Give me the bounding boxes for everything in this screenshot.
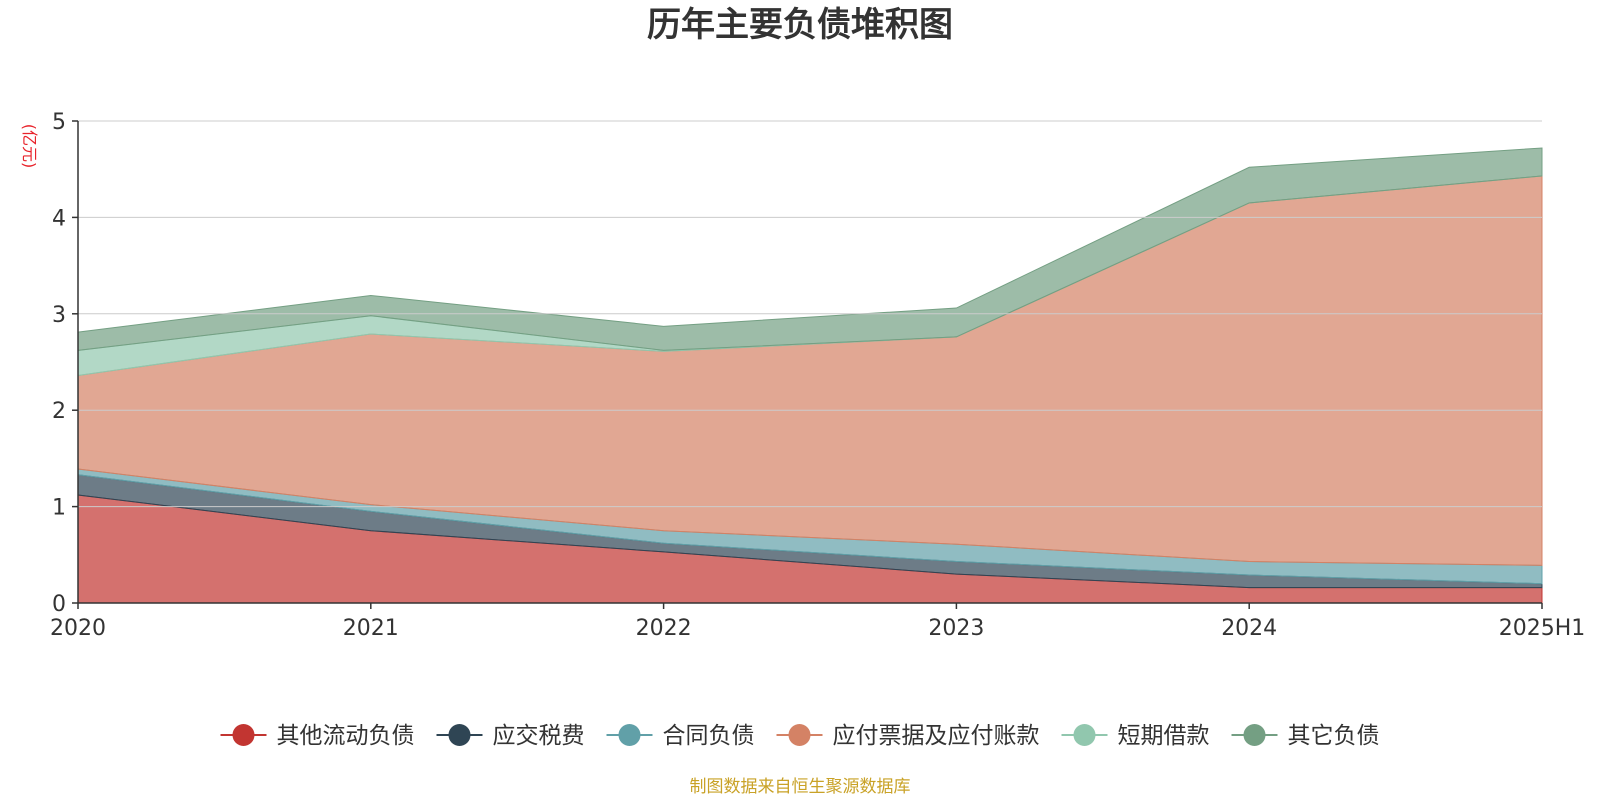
x-tick-label: 2020 xyxy=(50,616,106,641)
legend-label: 应付票据及应付账款 xyxy=(833,723,1040,749)
legend-item-应交税费[interactable]: 应交税费 xyxy=(436,723,585,749)
legend-dot-marker xyxy=(1243,724,1266,746)
legend-item-其它负债[interactable]: 其它负债 xyxy=(1231,723,1380,749)
legend-item-应付票据及应付账款[interactable]: 应付票据及应付账款 xyxy=(776,723,1040,749)
y-tick-labels: 0 1 2 3 4 5 xyxy=(52,110,66,617)
source-note: 制图数据来自恒生聚源数据库 xyxy=(690,777,911,797)
legend-label: 其他流动负债 xyxy=(277,723,415,749)
legend-item-其他流动负债[interactable]: 其他流动负债 xyxy=(220,723,415,749)
y-tick-label: 2 xyxy=(52,399,66,424)
x-tick-label: 2021 xyxy=(343,616,399,641)
legend-item-合同负债[interactable]: 合同负债 xyxy=(606,723,755,749)
y-tick-label: 5 xyxy=(52,110,66,135)
chart-title: 历年主要负债堆积图 xyxy=(647,5,953,45)
legend-label: 短期借款 xyxy=(1118,723,1210,749)
legend-dot-marker xyxy=(232,724,255,746)
legend: 其他流动负债 应交税费 合同负债 应付票据及应付账款 短期借款 其它负债 xyxy=(220,723,1380,749)
legend-dot-marker xyxy=(788,724,811,746)
y-tick-label: 4 xyxy=(52,206,66,231)
y-axis-unit-label: (亿元) xyxy=(20,124,39,169)
legend-label: 其它负债 xyxy=(1288,723,1380,749)
y-tick-label: 3 xyxy=(52,303,66,328)
x-tick-label: 2023 xyxy=(928,616,984,641)
x-tick-label: 2025H1 xyxy=(1499,616,1586,641)
grid-lines xyxy=(78,120,1542,508)
x-tick-label: 2024 xyxy=(1221,616,1277,641)
area-series-group xyxy=(77,147,1543,604)
legend-label: 应交税费 xyxy=(493,723,585,749)
legend-dot-marker xyxy=(618,724,641,746)
x-tick-label: 2022 xyxy=(636,616,692,641)
y-tick-label: 1 xyxy=(52,496,66,521)
legend-dot-marker xyxy=(448,724,471,746)
legend-label: 合同负债 xyxy=(663,723,755,749)
x-tick-labels: 2020 2021 2022 2023 2024 2025H1 xyxy=(50,616,1585,641)
legend-item-短期借款[interactable]: 短期借款 xyxy=(1061,723,1210,749)
axes xyxy=(72,120,1543,609)
area-其它负债 xyxy=(77,147,1543,351)
y-tick-label: 0 xyxy=(52,592,66,617)
legend-dot-marker xyxy=(1073,724,1096,746)
